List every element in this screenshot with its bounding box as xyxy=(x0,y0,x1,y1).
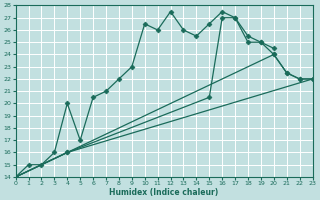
X-axis label: Humidex (Indice chaleur): Humidex (Indice chaleur) xyxy=(109,188,219,197)
